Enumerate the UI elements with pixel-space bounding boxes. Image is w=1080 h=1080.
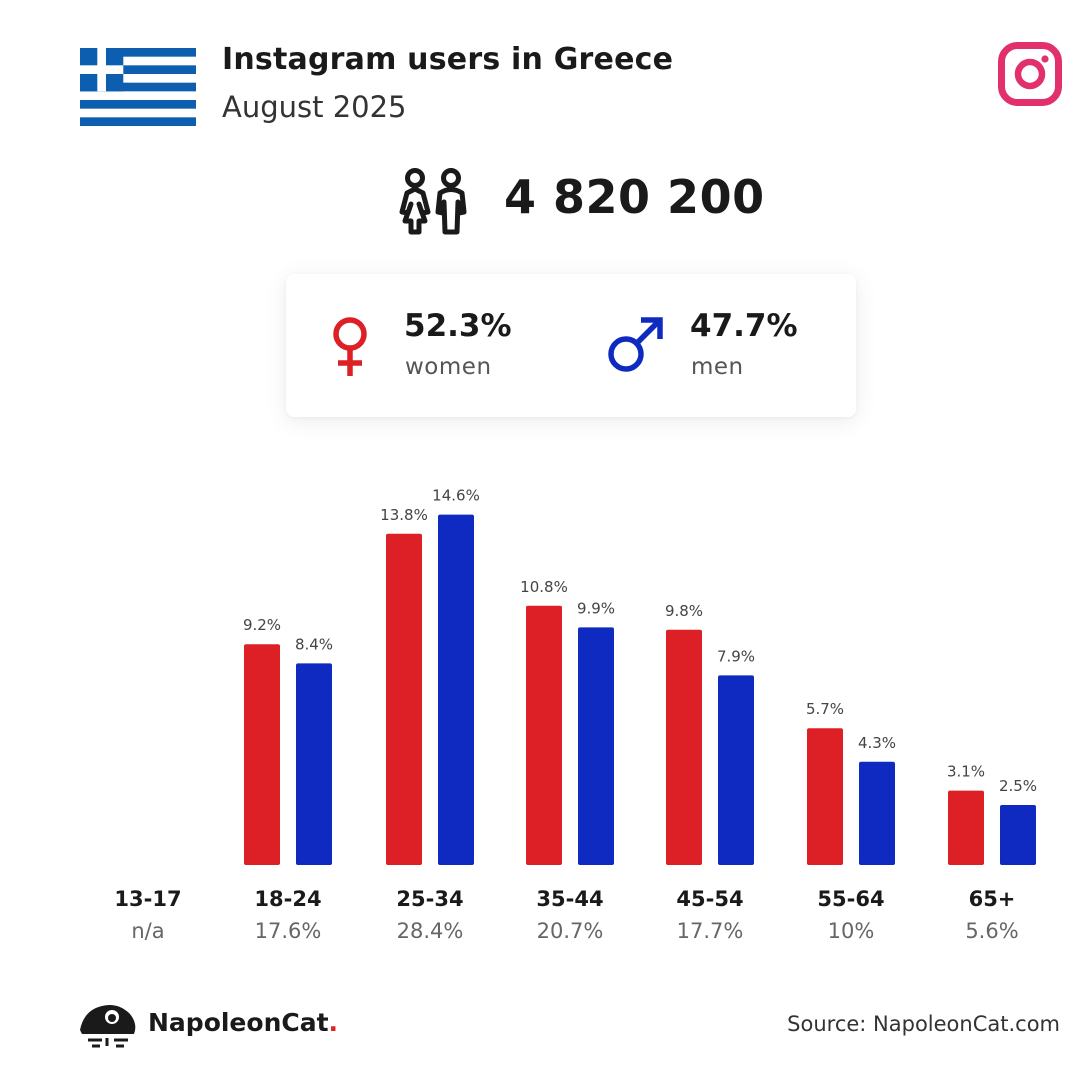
bar-35-44-women <box>526 605 562 865</box>
age-group-label: 55-64 <box>817 887 884 911</box>
bar-value-label: 4.3% <box>858 734 896 752</box>
bar-45-54-men <box>718 675 754 865</box>
bar-55-64-women <box>807 728 843 865</box>
bar-value-label: 3.1% <box>947 763 985 781</box>
bar-value-label: 14.6% <box>432 487 480 505</box>
brand-name-text: NapoleonCat <box>148 1008 329 1037</box>
bar-55-64-men <box>859 761 895 865</box>
age-group-label: 65+ <box>969 887 1016 911</box>
men-label: men <box>691 354 744 380</box>
bar-value-label: 8.4% <box>295 635 333 653</box>
page-subtitle: August 2025 <box>222 90 407 124</box>
age-group-label: 25-34 <box>396 887 463 911</box>
page-title: Instagram users in Greece <box>222 42 674 77</box>
age-group-total: 17.6% <box>255 919 322 943</box>
women-percentage: 52.3% <box>404 308 512 344</box>
people-icon <box>399 168 467 235</box>
bar-value-label: 10.8% <box>520 578 568 596</box>
age-group-label: 45-54 <box>676 887 743 911</box>
age-gender-bar-chart: 13-17 n/a 9.2% 8.4% 18-24 17.6% 13.8%14.6% 25-3… <box>114 487 1037 943</box>
female-symbol-icon <box>333 317 367 376</box>
age-group-total: 20.7% <box>537 919 604 943</box>
bar-value-label: 9.2% <box>243 616 281 634</box>
male-symbol-icon <box>608 317 663 372</box>
bar-25-34-men <box>438 514 474 865</box>
source-text: Source: NapoleonCat.com <box>787 1012 1060 1036</box>
age-group-label: 35-44 <box>536 887 603 911</box>
bar-35-44-men <box>578 627 614 865</box>
bar-18-24-men <box>296 663 332 865</box>
bar-value-label: 7.9% <box>717 647 755 665</box>
men-percentage: 47.7% <box>690 308 798 344</box>
brand-name: NapoleonCat. <box>148 1008 338 1037</box>
age-group-total: 5.6% <box>965 919 1018 943</box>
bar-value-label: 9.8% <box>665 602 703 620</box>
gender-split-card <box>286 274 856 417</box>
age-group-total: 28.4% <box>397 919 464 943</box>
bar-value-label: 9.9% <box>577 599 615 617</box>
bar-25-34-women <box>386 533 422 865</box>
bar-45-54-women <box>666 629 702 865</box>
age-group-total: n/a <box>131 919 164 943</box>
total-users-value: 4 820 200 <box>504 170 765 224</box>
women-label: women <box>405 354 492 380</box>
bar-value-label: 13.8% <box>380 506 428 524</box>
age-group-total: 10% <box>828 919 875 943</box>
bar-65+-men <box>1000 805 1036 865</box>
age-group-total: 17.7% <box>677 919 744 943</box>
bar-value-label: 2.5% <box>999 777 1037 795</box>
greece-flag-icon <box>80 48 196 126</box>
age-group-label: 13-17 <box>114 887 181 911</box>
bar-65+-women <box>948 790 984 865</box>
instagram-icon <box>998 42 1062 106</box>
brand-dot: . <box>328 1008 339 1037</box>
bar-18-24-women <box>244 644 280 865</box>
napoleoncat-logo-icon <box>80 1005 136 1048</box>
age-group-label: 18-24 <box>254 887 321 911</box>
bar-value-label: 5.7% <box>806 700 844 718</box>
